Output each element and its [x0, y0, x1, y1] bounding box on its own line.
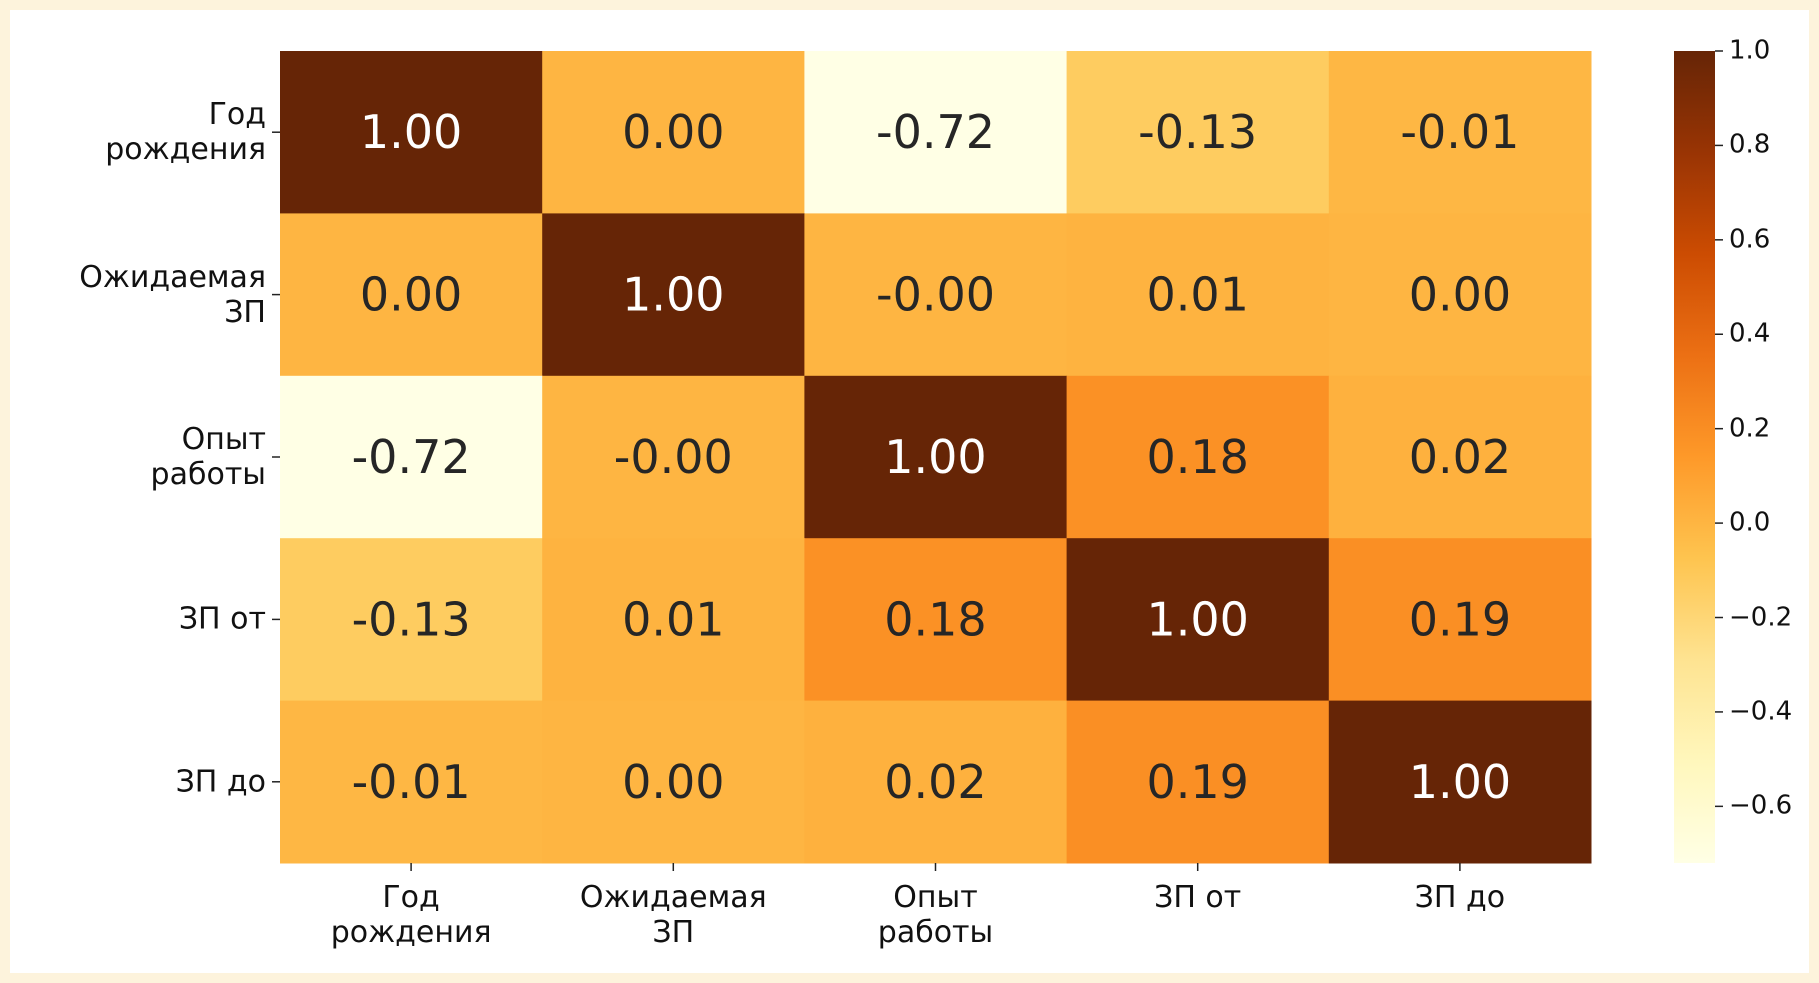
cell-label: 1.00	[1409, 755, 1511, 809]
x-tick-label: Опыт работы	[877, 880, 994, 950]
y-tick-label: Год рождения	[105, 97, 266, 168]
cell	[1328, 700, 1592, 864]
cell-label: 0.18	[884, 592, 986, 646]
colorbar-tick-label: 0.8	[1729, 129, 1771, 160]
cell-label: 0.19	[1409, 592, 1511, 646]
cell	[280, 700, 543, 864]
cell	[1328, 51, 1592, 214]
cell-label: 0.01	[622, 592, 724, 646]
colorbar-tick-label: −0.4	[1729, 696, 1793, 727]
cell	[804, 213, 1068, 377]
colorbar-tick-label: 0.4	[1729, 318, 1771, 349]
cell-label: 1.00	[360, 105, 462, 159]
cell	[1328, 538, 1592, 702]
cell	[804, 700, 1068, 864]
cell	[280, 213, 543, 377]
colorbar	[1674, 51, 1715, 863]
colorbar-tick-label: 1.0	[1729, 35, 1771, 66]
cell	[280, 538, 543, 702]
cell-label: 0.00	[622, 105, 724, 159]
cell	[542, 700, 805, 864]
cell-label: 1.00	[884, 430, 986, 484]
colorbar-tick-label: 0.0	[1729, 507, 1771, 538]
cell-label: 0.18	[1146, 430, 1248, 484]
y-tick-label: Опыт работы	[150, 422, 266, 492]
cell	[542, 375, 805, 539]
cell	[804, 51, 1068, 214]
colorbar-tick-label: −0.6	[1729, 790, 1793, 821]
cell	[1328, 375, 1592, 539]
cell	[542, 51, 805, 214]
colorbar-tick-label: 0.6	[1729, 224, 1771, 255]
colorbar-tick-label: 0.2	[1729, 413, 1771, 444]
cell-label: 0.01	[1146, 268, 1248, 322]
cell	[1328, 213, 1592, 377]
cell	[280, 51, 543, 214]
cell-label: 0.00	[360, 268, 462, 322]
cell	[1066, 375, 1330, 539]
cell-label: -0.01	[352, 755, 471, 809]
colorbar-tick-label: −0.2	[1729, 602, 1793, 632]
cell	[542, 538, 805, 702]
y-tick-label: Ожидаемая ЗП	[79, 259, 266, 330]
x-tick-label: Ожидаемая ЗП	[579, 880, 767, 950]
cell-label: -0.72	[876, 105, 995, 159]
cell	[804, 375, 1068, 539]
cell-label: 0.00	[1409, 268, 1511, 322]
y-tick-label: ЗП от	[178, 601, 266, 637]
cell-label: -0.00	[876, 268, 995, 322]
cell-label: -0.13	[1138, 105, 1257, 159]
cell-label: 0.19	[1146, 755, 1248, 809]
cell	[280, 375, 543, 539]
x-tick-label: ЗП от	[1154, 880, 1242, 915]
cell	[542, 213, 805, 377]
cell	[1066, 51, 1330, 214]
cell-label: 0.02	[884, 755, 986, 809]
cell-label: -0.72	[352, 430, 471, 484]
cell	[1066, 700, 1330, 864]
x-tick-label: ЗП до	[1414, 880, 1506, 915]
cell-label: 0.02	[1409, 430, 1511, 484]
y-tick-label: ЗП до	[175, 764, 266, 800]
cell	[1066, 213, 1330, 377]
cell-label: -0.13	[352, 592, 471, 646]
cell-label: 0.00	[622, 755, 724, 809]
cell-label: -0.01	[1400, 105, 1519, 159]
cell-label: 1.00	[1146, 592, 1248, 646]
cell	[804, 538, 1068, 702]
cell	[1066, 538, 1330, 702]
cell-label: 1.00	[622, 268, 724, 322]
x-tick-label: Год рождения	[330, 880, 492, 950]
cell-label: -0.00	[614, 430, 733, 484]
